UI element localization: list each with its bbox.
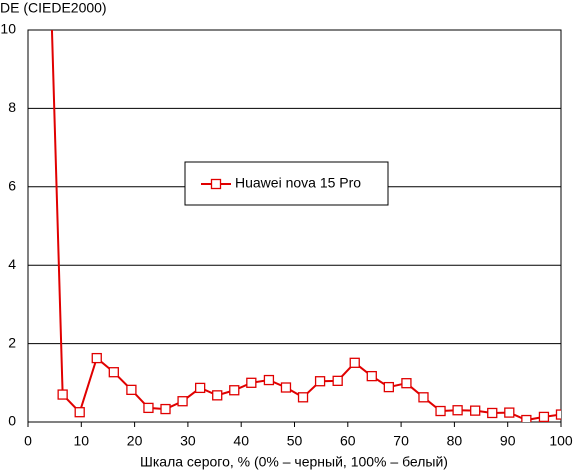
point-marker xyxy=(504,407,515,418)
point-marker xyxy=(538,411,550,422)
point-marker xyxy=(195,382,206,394)
point-marker xyxy=(126,384,137,396)
point-marker xyxy=(521,414,532,422)
point-marker xyxy=(435,405,446,417)
y-tick-label: 4 xyxy=(8,256,16,272)
x-tick-label: 100 xyxy=(549,433,573,449)
y-tick-label: 0 xyxy=(8,413,16,429)
point-marker xyxy=(383,381,394,393)
x-tick-label: 50 xyxy=(287,433,303,449)
point-marker xyxy=(143,402,154,414)
x-tick-label: 10 xyxy=(74,433,90,449)
point-marker xyxy=(487,407,498,419)
point-marker xyxy=(263,374,275,386)
x-tick-label: 0 xyxy=(24,433,32,449)
point-marker xyxy=(401,378,412,389)
point-marker xyxy=(57,389,68,400)
point-marker xyxy=(246,377,257,388)
x-tick-label: 70 xyxy=(393,433,409,449)
point-marker xyxy=(452,405,463,416)
point-marker xyxy=(470,405,481,416)
y-tick-label: 10 xyxy=(0,21,16,37)
legend-label: Huawei nova 15 Pro xyxy=(235,175,361,191)
point-marker xyxy=(332,375,343,386)
x-tick-label: 80 xyxy=(447,433,463,449)
point-marker xyxy=(160,403,171,415)
y-tick-label: 8 xyxy=(8,99,16,115)
point-marker xyxy=(280,382,292,393)
plot-area xyxy=(50,30,561,422)
x-tick-label: 20 xyxy=(127,433,143,449)
chart-title: DE (CIEDE2000) xyxy=(0,0,107,16)
point-marker xyxy=(349,357,360,368)
series-line xyxy=(50,30,561,422)
y-tick-label: 6 xyxy=(8,178,16,194)
x-tick-label: 60 xyxy=(340,433,356,449)
x-tick-label: 40 xyxy=(233,433,249,449)
point-marker xyxy=(314,376,326,387)
point-marker xyxy=(91,352,102,364)
point-marker xyxy=(212,390,223,401)
point-marker xyxy=(555,409,561,420)
point-marker xyxy=(418,392,429,403)
point-marker xyxy=(229,385,240,396)
plot-frame xyxy=(27,29,562,423)
legend-marker xyxy=(210,178,222,190)
y-tick-label: 2 xyxy=(8,334,16,350)
point-marker xyxy=(366,370,377,382)
point-marker xyxy=(74,407,85,418)
point-marker xyxy=(177,396,188,407)
x-tick-label: 30 xyxy=(180,433,196,449)
point-marker xyxy=(108,367,119,378)
x-tick-label: 90 xyxy=(500,433,516,449)
point-marker xyxy=(297,392,309,403)
x-axis-label: Шкала серого, % (0% – черный, 100% – бел… xyxy=(140,454,448,470)
